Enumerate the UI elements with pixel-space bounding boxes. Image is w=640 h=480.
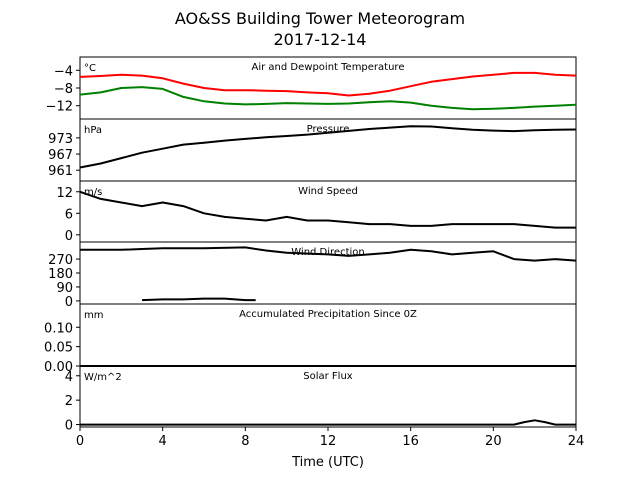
panel-5: 4 2 0 W/m^2 Solar Flux xyxy=(65,365,577,434)
y-tick-label: 0 xyxy=(65,229,73,244)
panel-title: Accumulated Precipitation Since 0Z xyxy=(239,309,417,320)
x-axis-label: Time (UTC) xyxy=(291,455,364,470)
x-axis: 0 4 8 12 16 20 24 xyxy=(76,427,584,449)
y-tick-label: 0.10 xyxy=(44,321,73,336)
panel-unit: mm xyxy=(84,310,103,321)
y-tick-label: 0.00 xyxy=(44,360,73,375)
x-tick-label: 24 xyxy=(568,434,585,449)
y-tick-label: 270 xyxy=(48,253,73,268)
y-tick-label: 90 xyxy=(56,281,73,296)
y-tick-label: 0 xyxy=(65,419,73,434)
x-tick-label: 12 xyxy=(320,434,337,449)
y-tick-label: −4 xyxy=(54,64,73,79)
panel-unit: °C xyxy=(84,63,96,74)
y-tick-label: 6 xyxy=(65,207,73,222)
panel-title: Wind Direction xyxy=(291,247,365,258)
y-tick-label: −12 xyxy=(46,100,73,115)
panels: −4 −8 −12 °C Air and Dewpoint Temperature 973… xyxy=(44,56,577,434)
series-line-5-0 xyxy=(80,419,576,426)
x-tick-label: 0 xyxy=(76,434,84,449)
y-tick-label: 967 xyxy=(48,148,73,163)
y-tick-label: 961 xyxy=(48,164,73,179)
series-line-1-0 xyxy=(79,125,577,169)
panel-0: −4 −8 −12 °C Air and Dewpoint Temperature xyxy=(46,56,577,120)
panel-title: Pressure xyxy=(307,124,350,135)
x-tick-label: 16 xyxy=(402,434,419,449)
y-tick-label: 2 xyxy=(65,394,73,409)
y-tick-label: 973 xyxy=(48,132,73,147)
y-tick-label: 12 xyxy=(56,186,73,201)
series-line-3-0 xyxy=(80,246,577,262)
y-tick-label: 0 xyxy=(65,295,73,310)
series-line-3-1 xyxy=(141,297,256,302)
x-tick-label: 20 xyxy=(485,434,502,449)
panel-title: Wind Speed xyxy=(298,186,358,197)
panel-4: 0.10 0.05 0.00 mm Accumulated Precipitation … xyxy=(44,303,577,375)
x-tick-label: 4 xyxy=(159,434,167,449)
panel-2: 12 6 0 m/s Wind Speed xyxy=(56,180,577,244)
panel-title: Solar Flux xyxy=(303,371,353,382)
series-line-2-0 xyxy=(79,190,576,229)
panel-unit: W/m^2 xyxy=(84,372,122,383)
y-tick-label: 4 xyxy=(65,370,73,385)
y-tick-label: 180 xyxy=(48,267,73,282)
panel-title: Air and Dewpoint Temperature xyxy=(252,62,405,73)
y-tick-label: 0.05 xyxy=(44,341,73,356)
panel-unit: m/s xyxy=(84,187,102,198)
y-tick-label: −8 xyxy=(54,82,73,97)
x-tick-label: 8 xyxy=(241,434,249,449)
chart-title: AO&SS Building Tower Meteorogram xyxy=(175,9,465,28)
chart-subtitle: 2017-12-14 xyxy=(274,30,367,49)
series-line-0-1 xyxy=(79,86,577,111)
series-line-0-0 xyxy=(79,71,577,97)
panel-unit: hPa xyxy=(84,125,102,136)
